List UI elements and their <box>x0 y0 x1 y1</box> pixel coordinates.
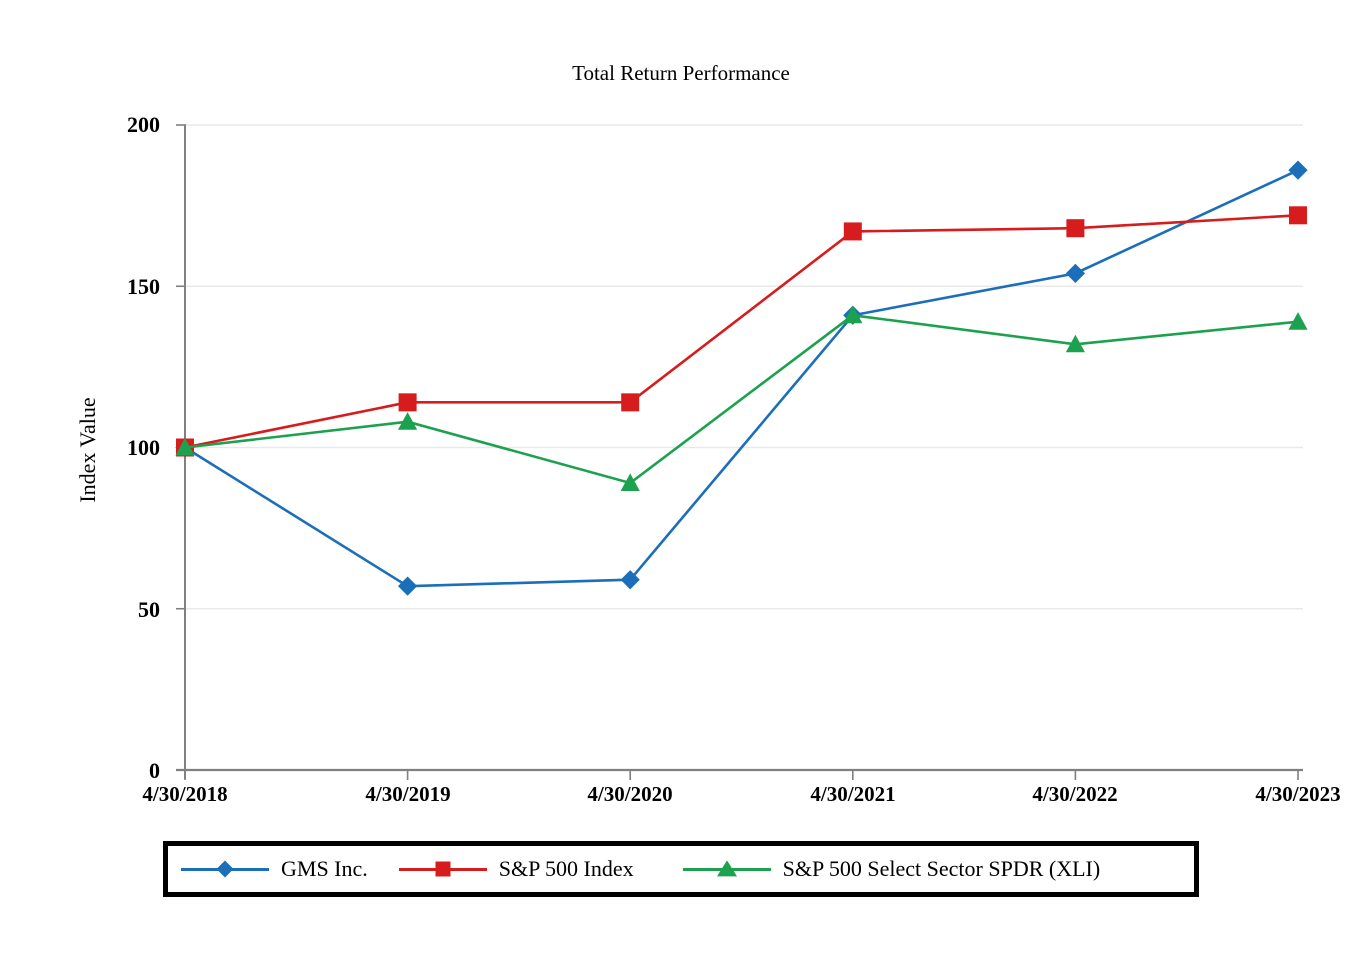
y-tick-0: 0 <box>149 758 160 783</box>
gms-marker-1 <box>397 576 418 596</box>
gms-marker-5 <box>1288 160 1308 180</box>
y-tick-100: 100 <box>127 435 160 460</box>
x-tick-2021: 4/30/2021 <box>810 782 896 806</box>
gms-diamond-icon <box>216 860 234 878</box>
x-tick-2020: 4/30/2020 <box>587 782 673 806</box>
legend-label-sp500: S&P 500 Index <box>498 856 634 881</box>
y-tick-200: 200 <box>127 112 160 137</box>
xli-marker-0 <box>175 437 195 456</box>
y-tick-150: 150 <box>127 274 160 299</box>
legend-entry-xli: S&P 500 Select Sector SPDR (XLI) <box>670 856 1101 882</box>
xli-marker-2 <box>620 473 640 491</box>
x-tick-2022: 4/30/2022 <box>1032 782 1118 806</box>
gms-line <box>184 168 1299 588</box>
xli-line <box>184 313 1299 485</box>
y-tick-50: 50 <box>138 597 160 622</box>
legend-entry-sp500: S&P 500 Index <box>386 856 634 882</box>
xli-marker-1 <box>398 412 418 430</box>
sp500-marker-1 <box>398 393 417 412</box>
legend-label-gms: GMS Inc. <box>281 856 368 881</box>
xli-triangle-icon <box>716 860 737 877</box>
sp500-marker-3 <box>843 222 862 241</box>
sp500-marker-2 <box>621 393 640 412</box>
chart-title: Total Return Performance <box>572 61 790 85</box>
x-tick-2018: 4/30/2018 <box>142 782 228 806</box>
legend: GMS Inc. S&P 500 Index S&P 500 Select Se… <box>163 841 1199 897</box>
gms-line-sample <box>181 859 269 879</box>
x-tick-2023: 4/30/2023 <box>1255 782 1341 806</box>
sp500-square-icon <box>435 861 451 877</box>
xli-marker-5 <box>1288 312 1308 330</box>
xli-marker-3 <box>843 305 863 324</box>
xli-line-sample <box>682 859 771 879</box>
gms-marker-4 <box>1065 263 1086 283</box>
sp500-line-sample <box>398 859 487 879</box>
x-tick-2019: 4/30/2019 <box>365 782 451 806</box>
sp500-marker-4 <box>1066 219 1085 238</box>
xli-marker-4 <box>1065 334 1085 353</box>
legend-entry-gms: GMS Inc. <box>168 856 368 882</box>
legend-label-xli: S&P 500 Select Sector SPDR (XLI) <box>782 856 1101 881</box>
sp500-line <box>184 214 1299 449</box>
sp500-marker-5 <box>1289 206 1307 225</box>
